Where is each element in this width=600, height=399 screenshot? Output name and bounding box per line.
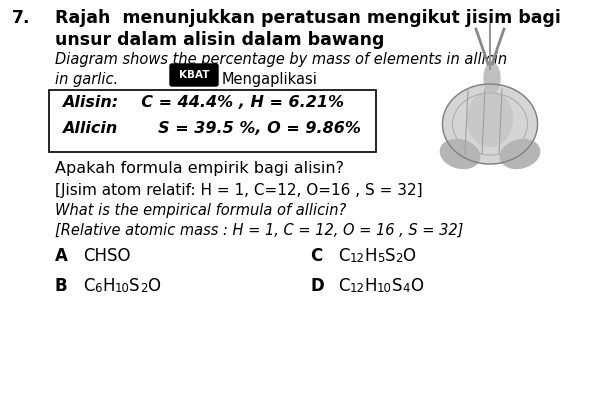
Text: H: H [102, 277, 115, 295]
Text: C: C [83, 277, 95, 295]
Text: Apakah formula empirik bagi alisin?: Apakah formula empirik bagi alisin? [55, 161, 344, 176]
Text: H: H [365, 247, 377, 265]
Text: unsur dalam alisin dalam bawang: unsur dalam alisin dalam bawang [55, 31, 385, 49]
Text: C: C [338, 277, 349, 295]
Text: O: O [148, 277, 160, 295]
Text: CHSO: CHSO [83, 247, 131, 265]
Text: 6: 6 [95, 282, 102, 295]
Text: D: D [310, 277, 324, 295]
Text: Mengaplikasi: Mengaplikasi [222, 72, 318, 87]
Ellipse shape [443, 84, 538, 164]
FancyBboxPatch shape [170, 64, 218, 86]
Ellipse shape [484, 63, 500, 93]
Text: [Jisim atom relatif: H = 1, C=12, O=16 , S = 32]: [Jisim atom relatif: H = 1, C=12, O=16 ,… [55, 183, 422, 198]
Text: C = 44.4% , H = 6.21%: C = 44.4% , H = 6.21% [130, 95, 344, 110]
Text: S: S [385, 247, 395, 265]
Text: 10: 10 [115, 282, 130, 295]
Text: O: O [403, 247, 415, 265]
Text: Rajah  menunjukkan peratusan mengikut jisim bagi: Rajah menunjukkan peratusan mengikut jis… [55, 9, 561, 27]
Text: S: S [392, 277, 403, 295]
Text: Allicin: Allicin [62, 121, 117, 136]
Text: 10: 10 [377, 282, 392, 295]
Text: 5: 5 [377, 252, 385, 265]
Text: B: B [55, 277, 68, 295]
Text: O: O [410, 277, 423, 295]
Text: H: H [365, 277, 377, 295]
Text: S: S [130, 277, 140, 295]
Text: in garlic.: in garlic. [55, 72, 118, 87]
Text: KBAT: KBAT [179, 70, 209, 80]
Text: S = 39.5 %, O = 9.86%: S = 39.5 %, O = 9.86% [130, 121, 361, 136]
Ellipse shape [440, 140, 479, 168]
Ellipse shape [467, 91, 512, 146]
Text: A: A [55, 247, 68, 265]
Text: 7.: 7. [12, 9, 31, 27]
Text: C: C [338, 247, 349, 265]
Text: What is the empirical formula of allicin?: What is the empirical formula of allicin… [55, 203, 346, 218]
Text: Alisin:: Alisin: [62, 95, 118, 110]
Text: C: C [310, 247, 322, 265]
Text: 12: 12 [349, 282, 365, 295]
Text: 4: 4 [403, 282, 410, 295]
Text: 2: 2 [140, 282, 148, 295]
Text: 12: 12 [349, 252, 365, 265]
Text: [Relative atomic mass : H = 1, C = 12, O = 16 , S = 32]: [Relative atomic mass : H = 1, C = 12, O… [55, 223, 463, 238]
Text: 2: 2 [395, 252, 403, 265]
FancyBboxPatch shape [49, 90, 376, 152]
Ellipse shape [500, 140, 539, 168]
Text: Diagram shows the percentage by mass of elements in allicin: Diagram shows the percentage by mass of … [55, 52, 507, 67]
